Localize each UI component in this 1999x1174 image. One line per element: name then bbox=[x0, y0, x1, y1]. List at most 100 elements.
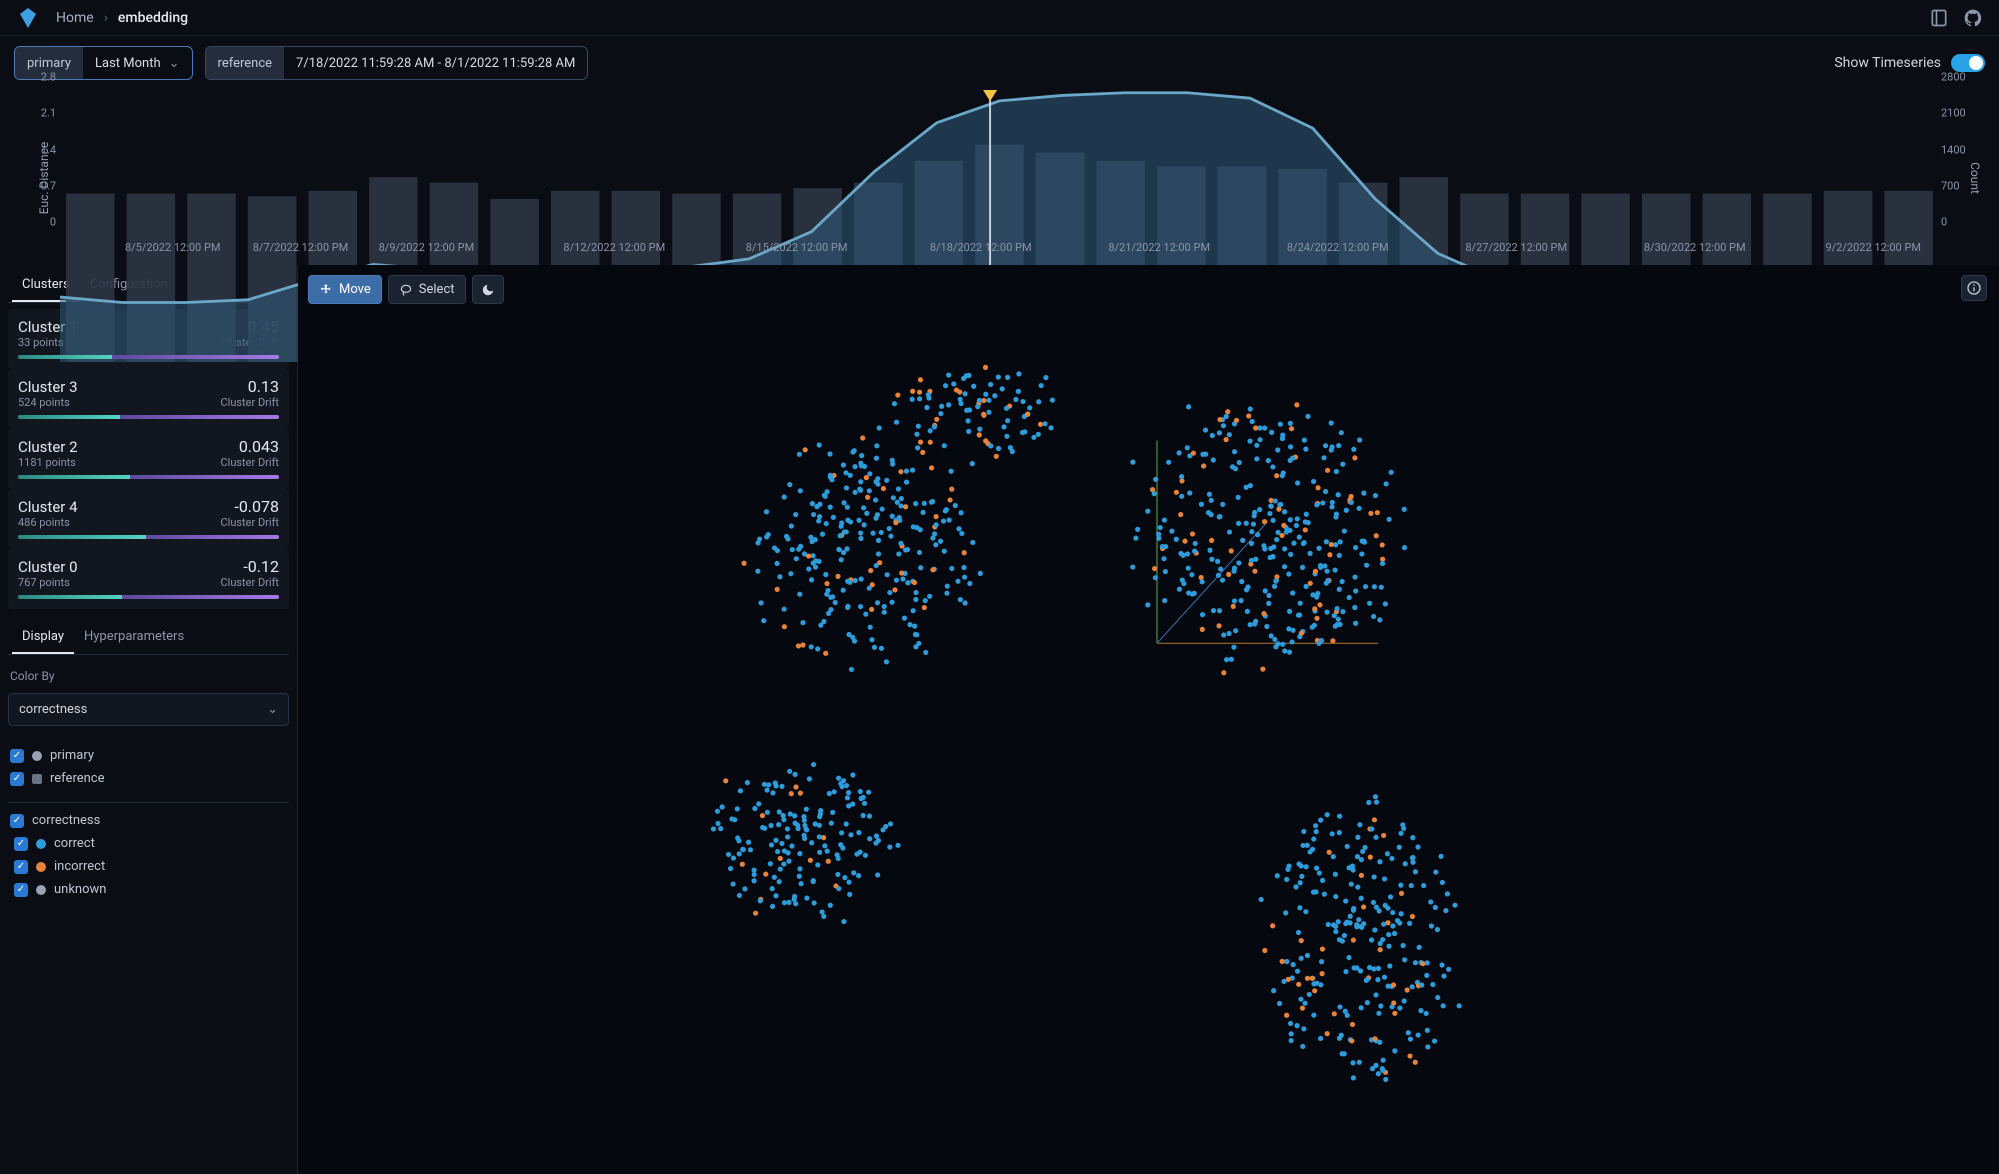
cluster-bar bbox=[18, 535, 279, 539]
topbar: Home › embedding bbox=[0, 0, 1999, 36]
cluster-name: Cluster 2 bbox=[18, 438, 78, 456]
swatch-icon bbox=[36, 862, 46, 872]
cluster-bar bbox=[18, 415, 279, 419]
chevron-down-icon: ⌄ bbox=[267, 702, 278, 717]
cluster-points: 486 points bbox=[18, 516, 70, 529]
lasso-icon bbox=[399, 283, 413, 297]
ts-left-tick: 2.8 bbox=[41, 71, 56, 84]
breadcrumb-current: embedding bbox=[118, 10, 188, 26]
correctness-label: correct bbox=[54, 836, 95, 851]
cluster-value: 0.13 bbox=[248, 377, 279, 396]
ts-x-tick: 8/7/2022 12:00 PM bbox=[253, 241, 349, 254]
cluster-drift-label: Cluster Drift bbox=[220, 516, 279, 529]
color-by-label: Color By bbox=[8, 661, 289, 687]
theme-button[interactable] bbox=[472, 275, 504, 304]
sidebar: Clusters Configuration Cluster 1 0.45 33… bbox=[0, 265, 298, 1174]
ts-left-tick: 0 bbox=[50, 216, 56, 229]
cluster-points: 33 points bbox=[18, 336, 64, 349]
move-button[interactable]: Move bbox=[308, 275, 382, 304]
cluster-bar bbox=[18, 355, 279, 359]
breadcrumb-sep: › bbox=[104, 10, 108, 26]
ts-right-tick: 2800 bbox=[1941, 71, 1966, 84]
swatch-icon bbox=[32, 751, 42, 761]
move-label: Move bbox=[339, 282, 371, 297]
ts-x-tick: 8/9/2022 12:00 PM bbox=[379, 241, 475, 254]
checkbox-icon: ✓ bbox=[14, 883, 28, 897]
dataset-label: reference bbox=[50, 771, 105, 786]
select-button[interactable]: Select bbox=[388, 275, 466, 304]
moon-icon bbox=[481, 283, 495, 297]
chevron-down-icon: ⌄ bbox=[169, 56, 180, 71]
reference-value: 7/18/2022 11:59:28 AM - 8/1/2022 11:59:2… bbox=[296, 56, 575, 71]
timeseries-panel: Euc. Distance Count 00.71.42.12.8 070014… bbox=[0, 90, 1999, 265]
cluster-item[interactable]: Cluster 3 0.13 524 points Cluster Drift bbox=[8, 369, 289, 429]
tab-display[interactable]: Display bbox=[12, 621, 74, 654]
display-tabs: Display Hyperparameters bbox=[8, 621, 289, 655]
swatch-icon bbox=[36, 839, 46, 849]
correctness-label: unknown bbox=[54, 882, 106, 897]
correctness-header-label: correctness bbox=[32, 813, 100, 828]
dataset-check-row[interactable]: ✓ primary bbox=[8, 744, 289, 767]
ts-right-tick: 700 bbox=[1941, 179, 1960, 192]
scatter-plot bbox=[298, 265, 1999, 1166]
ts-x-tick: 8/24/2022 12:00 PM bbox=[1287, 241, 1389, 254]
color-by-value: correctness bbox=[19, 702, 87, 717]
breadcrumb-home[interactable]: Home bbox=[56, 10, 94, 26]
cluster-drift-label: Cluster Drift bbox=[220, 576, 279, 589]
cluster-points: 767 points bbox=[18, 576, 70, 589]
ts-left-tick: 0.7 bbox=[41, 179, 56, 192]
correctness-check-row[interactable]: ✓ correct bbox=[12, 832, 289, 855]
checkbox-icon: ✓ bbox=[10, 772, 24, 786]
ts-left-tick: 1.4 bbox=[41, 143, 56, 156]
select-label: Select bbox=[419, 282, 455, 297]
cluster-value: -0.078 bbox=[234, 497, 279, 516]
tab-hyperparameters[interactable]: Hyperparameters bbox=[74, 621, 194, 654]
dataset-label: primary bbox=[50, 748, 94, 763]
app-logo bbox=[16, 6, 40, 30]
ts-x-tick: 8/30/2022 12:00 PM bbox=[1644, 241, 1746, 254]
color-by-select[interactable]: correctness ⌄ bbox=[8, 693, 289, 726]
embedding-canvas[interactable]: Move Select bbox=[298, 265, 1999, 1174]
cluster-item[interactable]: Cluster 4 -0.078 486 points Cluster Drif… bbox=[8, 489, 289, 549]
ts-x-tick: 8/27/2022 12:00 PM bbox=[1465, 241, 1567, 254]
cluster-points: 524 points bbox=[18, 396, 70, 409]
move-icon bbox=[319, 283, 333, 297]
cluster-drift-label: Cluster Drift bbox=[220, 396, 279, 409]
breadcrumb: Home › embedding bbox=[56, 10, 188, 26]
correctness-check-row[interactable]: ✓ incorrect bbox=[12, 855, 289, 878]
checkbox-icon: ✓ bbox=[10, 814, 24, 828]
github-icon[interactable] bbox=[1963, 8, 1983, 28]
canvas-toolbar: Move Select bbox=[308, 275, 504, 304]
ts-x-tick: 8/18/2022 12:00 PM bbox=[930, 241, 1032, 254]
reference-range-select[interactable]: reference 7/18/2022 11:59:28 AM - 8/1/20… bbox=[205, 46, 589, 80]
cluster-value: -0.12 bbox=[243, 557, 279, 576]
cluster-name: Cluster 0 bbox=[18, 558, 78, 576]
reference-tag: reference bbox=[206, 47, 285, 79]
control-bar: primary Last Month ⌄ reference 7/18/2022… bbox=[0, 36, 1999, 90]
cluster-bar bbox=[18, 475, 279, 479]
primary-value: Last Month bbox=[95, 56, 161, 71]
swatch-icon bbox=[36, 885, 46, 895]
correctness-check-row[interactable]: ✓ unknown bbox=[12, 878, 289, 901]
ts-right-tick: 1400 bbox=[1941, 143, 1966, 156]
ts-right-tick: 2100 bbox=[1941, 107, 1966, 120]
correctness-group-header[interactable]: ✓ correctness bbox=[8, 809, 289, 832]
ts-right-tick: 0 bbox=[1941, 216, 1947, 229]
ts-x-tick: 8/5/2022 12:00 PM bbox=[125, 241, 221, 254]
cluster-name: Cluster 4 bbox=[18, 498, 78, 516]
show-timeseries-label: Show Timeseries bbox=[1834, 55, 1941, 71]
cluster-value: 0.043 bbox=[239, 437, 279, 456]
checkbox-icon: ✓ bbox=[14, 860, 28, 874]
ts-left-tick: 2.1 bbox=[41, 107, 56, 120]
cluster-bar bbox=[18, 595, 279, 599]
checkbox-icon: ✓ bbox=[10, 749, 24, 763]
cluster-item[interactable]: Cluster 0 -0.12 767 points Cluster Drift bbox=[8, 549, 289, 609]
cluster-item[interactable]: Cluster 2 0.043 1181 points Cluster Drif… bbox=[8, 429, 289, 489]
cluster-drift-label: Cluster Drift bbox=[220, 456, 279, 469]
book-icon[interactable] bbox=[1929, 8, 1949, 28]
ts-x-tick: 9/2/2022 12:00 PM bbox=[1825, 241, 1921, 254]
show-timeseries-toggle[interactable] bbox=[1951, 54, 1985, 72]
checkbox-icon: ✓ bbox=[14, 837, 28, 851]
dataset-check-row[interactable]: ✓ reference bbox=[8, 767, 289, 790]
ts-x-tick: 8/15/2022 12:00 PM bbox=[746, 241, 848, 254]
